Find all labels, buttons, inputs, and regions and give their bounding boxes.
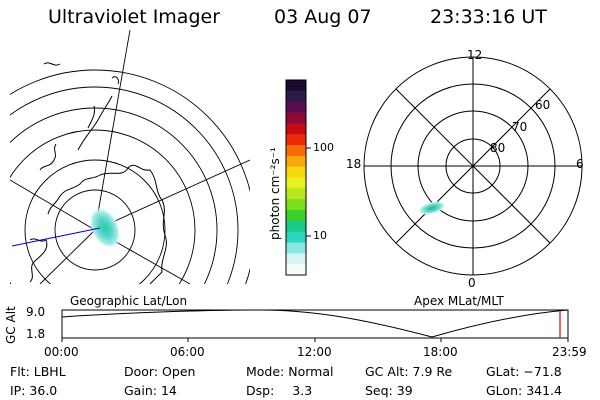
meridian bbox=[94, 159, 250, 231]
colorbar-band bbox=[286, 199, 306, 211]
mlat-label-70: 70 bbox=[512, 120, 528, 134]
colorbar-band bbox=[286, 134, 306, 146]
altitude-ytick: 1.8 bbox=[26, 327, 46, 341]
lat-circle bbox=[10, 86, 239, 284]
coastline bbox=[39, 143, 57, 171]
mlt-label-12: 12 bbox=[467, 48, 483, 62]
coastline bbox=[47, 174, 101, 215]
lat-circle bbox=[54, 189, 136, 271]
lat-circle bbox=[24, 159, 166, 284]
geo-panel-label: Geographic Lat/Lon bbox=[70, 294, 188, 308]
altitude-x-ticks bbox=[61, 338, 569, 342]
satellite-track bbox=[11, 227, 101, 247]
coastline bbox=[99, 164, 167, 284]
mlt-label-18: 18 bbox=[346, 157, 362, 171]
geo-grid bbox=[10, 30, 250, 284]
coastline bbox=[29, 238, 48, 283]
colorbar-band bbox=[286, 188, 306, 200]
status-filter: Flt: LBHL bbox=[10, 364, 66, 379]
meridian bbox=[10, 179, 96, 231]
lat-circle bbox=[10, 69, 250, 284]
instrument-title: Ultraviolet Imager bbox=[48, 6, 221, 28]
aurora-emission bbox=[418, 201, 446, 215]
coastline bbox=[43, 62, 61, 66]
polar-plot bbox=[363, 56, 583, 276]
status-ip: IP: 36.0 bbox=[10, 383, 58, 398]
colorbar-band bbox=[286, 155, 306, 168]
colorbar-band bbox=[286, 210, 306, 222]
colorbar-tick-label: 10 bbox=[313, 229, 327, 242]
mlat-label-80: 80 bbox=[490, 141, 506, 155]
colorbar-band bbox=[286, 253, 306, 265]
status-glon: GLon: 341.4 bbox=[486, 383, 562, 398]
mlat-label-60: 60 bbox=[535, 98, 551, 112]
colorbar-band bbox=[286, 90, 306, 103]
colorbar-band bbox=[286, 264, 306, 276]
mlt-label-6: 6 bbox=[576, 157, 584, 171]
date-label: 03 Aug 07 bbox=[274, 6, 372, 28]
status-glat: GLat: −71.8 bbox=[486, 364, 562, 379]
colorbar-band bbox=[286, 145, 306, 157]
colorbar-band bbox=[286, 80, 306, 92]
colorbar-unit-label: photon cm⁻²s⁻¹ bbox=[268, 147, 282, 240]
coastline bbox=[111, 76, 119, 85]
altitude-xtick: 06:00 bbox=[170, 345, 205, 359]
altitude-plot-frame bbox=[61, 309, 569, 339]
mlt-line-diagonal bbox=[395, 88, 551, 244]
status-mode: Mode: Normal bbox=[246, 364, 334, 379]
lat-circle bbox=[10, 107, 218, 284]
colorbar-tick-label: 100 bbox=[313, 141, 334, 154]
aurora-emission bbox=[89, 207, 121, 249]
polar-panel-label: Apex MLat/MLT bbox=[414, 294, 504, 308]
colorbar-band bbox=[286, 242, 306, 254]
altitude-xtick: 23:59 bbox=[552, 345, 587, 359]
altitude-curve bbox=[61, 309, 569, 338]
lat-circle bbox=[10, 129, 196, 284]
colorbar-band bbox=[286, 101, 306, 113]
status-gain: Gain: 14 bbox=[124, 383, 177, 398]
altitude-xtick: 12:00 bbox=[297, 345, 332, 359]
altitude-xtick: 18:00 bbox=[423, 345, 458, 359]
mlt-label-0: 0 bbox=[468, 276, 476, 290]
status-door: Door: Open bbox=[124, 364, 196, 379]
status-dsp: Dsp: 3.3 bbox=[246, 383, 313, 398]
altitude-xtick: 00:00 bbox=[44, 345, 79, 359]
colorbar-frame bbox=[285, 79, 307, 276]
colorbar-band bbox=[286, 166, 306, 178]
colorbar-band bbox=[286, 177, 306, 189]
altitude-ytick: 9.0 bbox=[26, 305, 46, 319]
colorbar bbox=[286, 80, 306, 276]
colorbar-band bbox=[286, 220, 306, 233]
status-seq: Seq: 39 bbox=[365, 383, 413, 398]
meridian bbox=[94, 30, 131, 231]
meridian bbox=[39, 229, 96, 284]
colorbar-band bbox=[286, 112, 306, 124]
colorbar-band bbox=[286, 231, 306, 243]
altitude-ylabel: GC Alt bbox=[4, 306, 18, 344]
coastline bbox=[77, 95, 113, 151]
colorbar-band bbox=[286, 123, 306, 135]
time-label: 23:33:16 UT bbox=[430, 6, 547, 28]
status-gc-alt: GC Alt: 7.9 Re bbox=[365, 364, 453, 379]
